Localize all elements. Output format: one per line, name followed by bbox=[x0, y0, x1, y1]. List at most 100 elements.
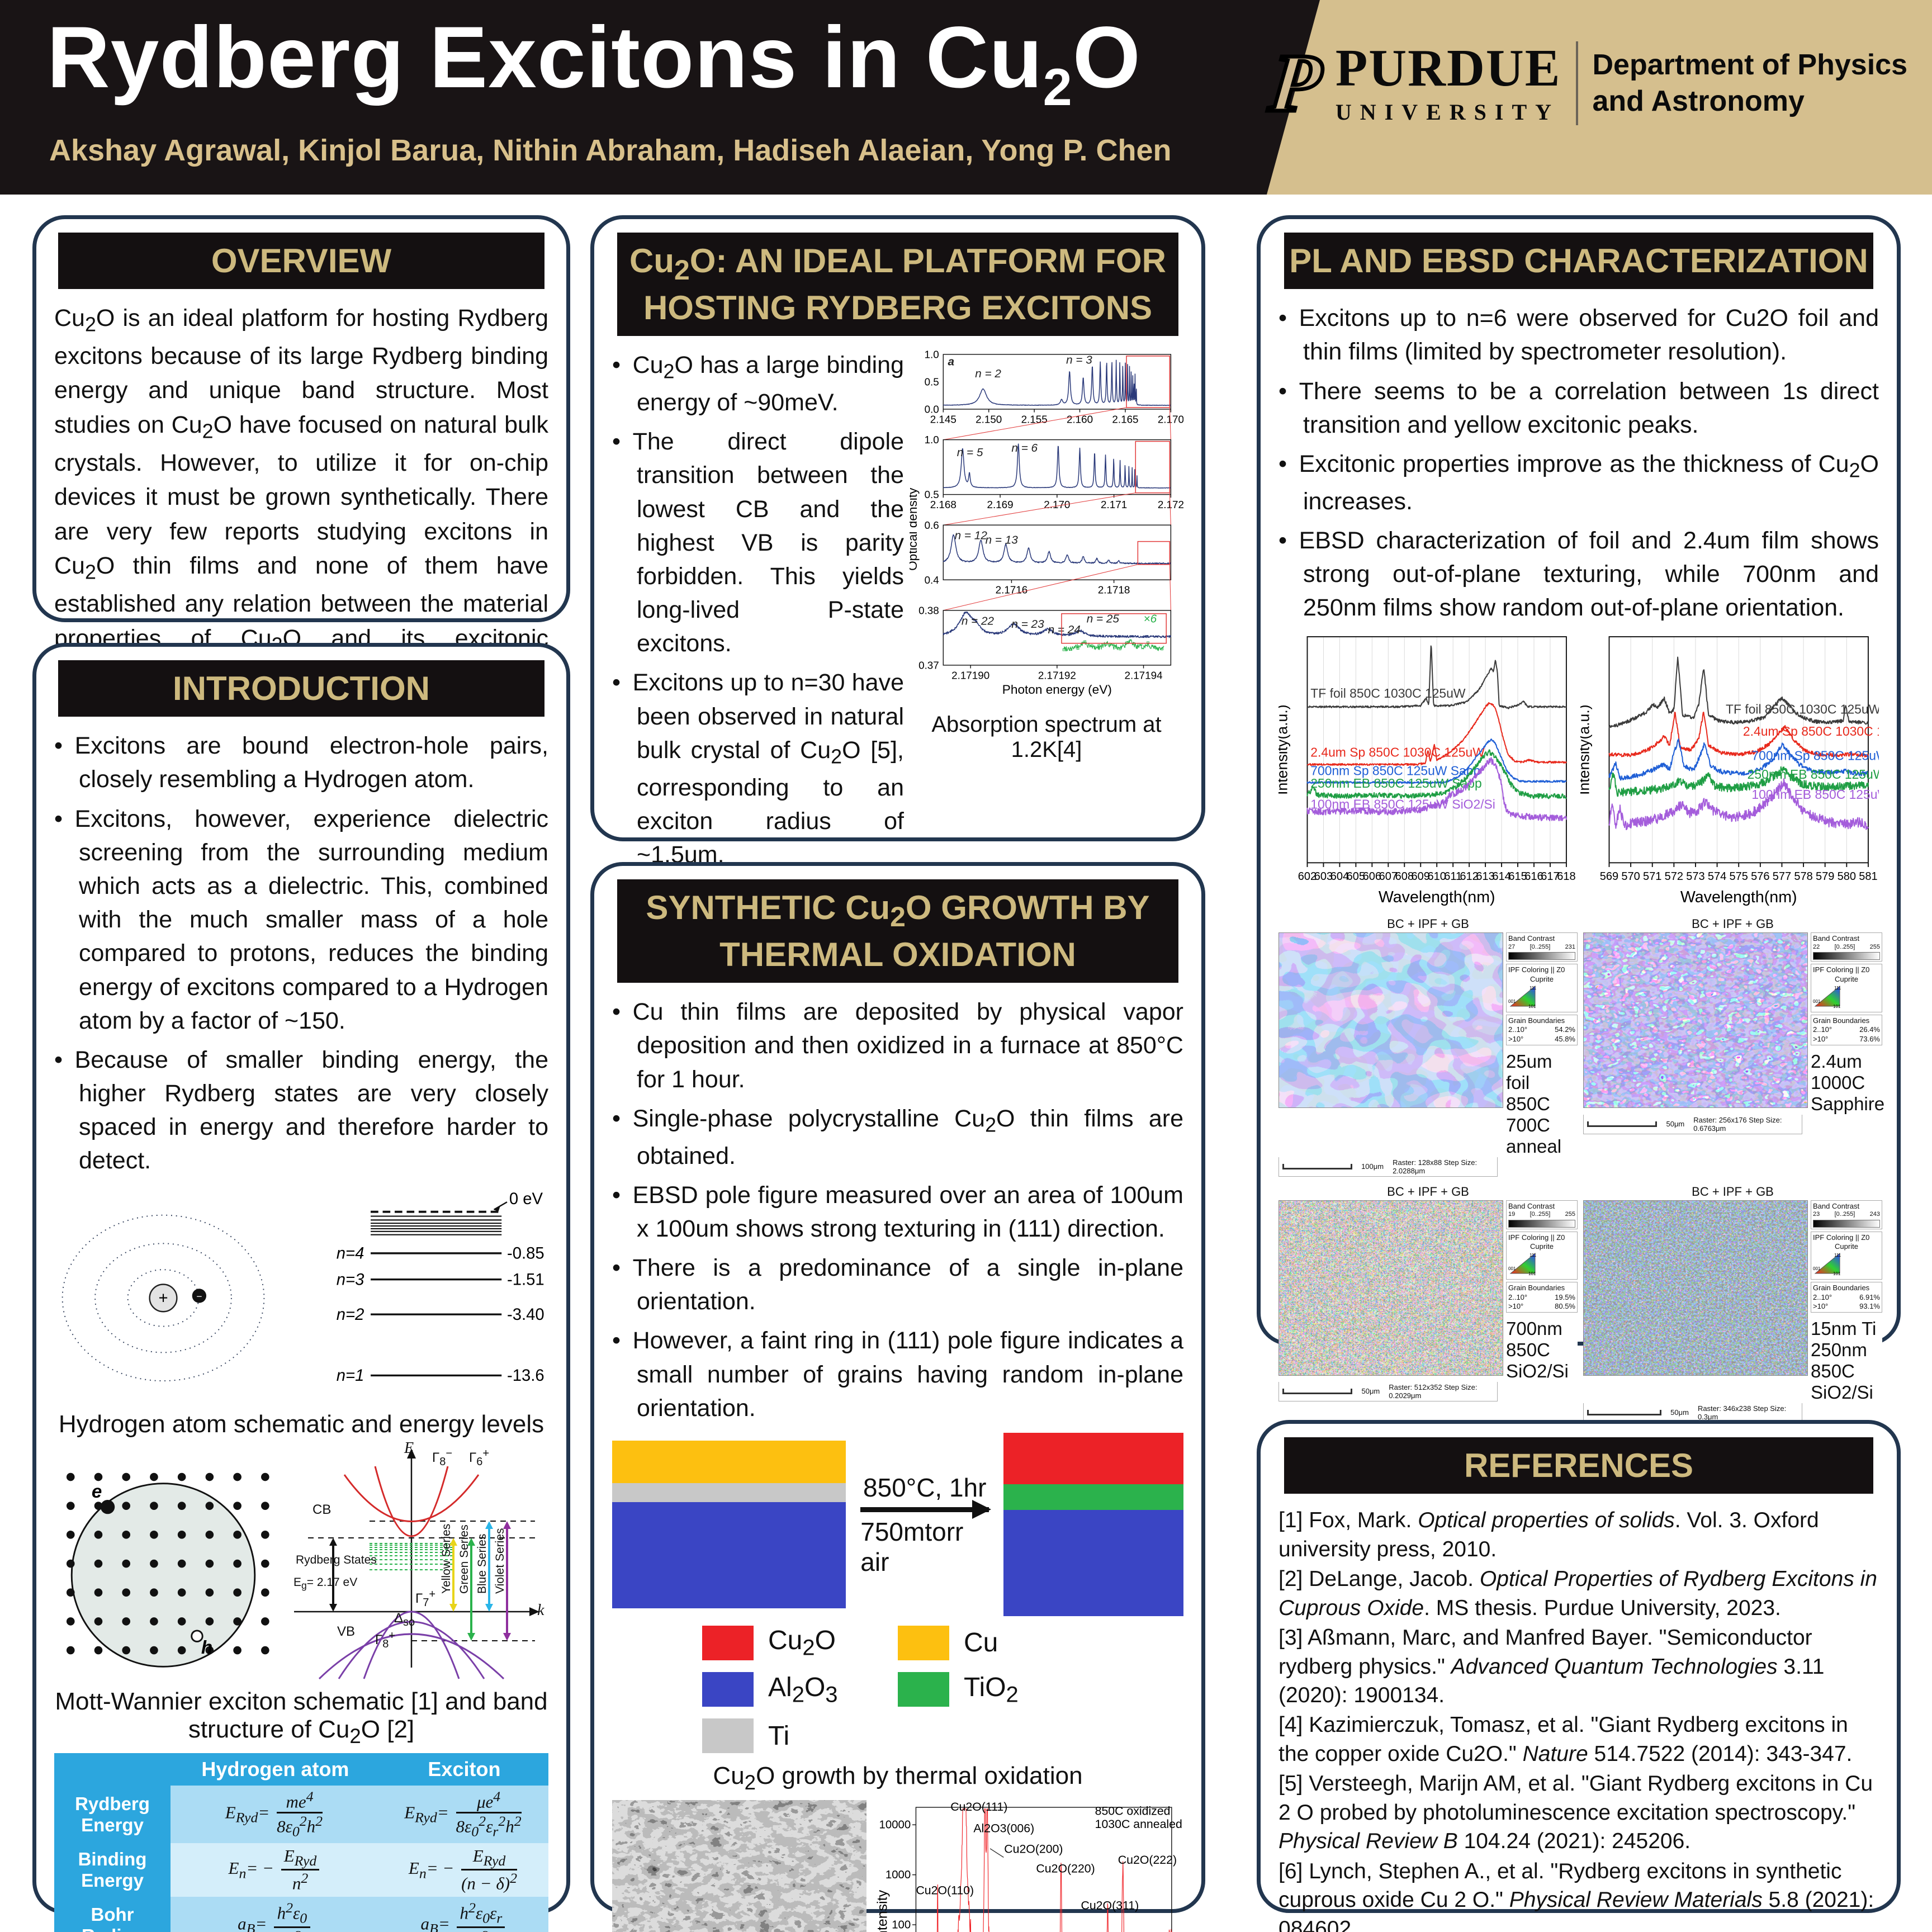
svg-text:2.155: 2.155 bbox=[1021, 414, 1048, 425]
process-arrow: 850°C, 1hr 750mtorr air bbox=[860, 1472, 992, 1577]
layers-caption: Cu2O growth by thermal oxidation bbox=[713, 1762, 1083, 1794]
bohr-h-formula: aB= h2ε0me2π bbox=[171, 1896, 380, 1932]
layers-diagram: 850°C, 1hr 750mtorr air bbox=[612, 1433, 1183, 1616]
green-series-label: Green Series bbox=[458, 1524, 471, 1594]
svg-text:581: 581 bbox=[1859, 870, 1877, 883]
svg-text:0 eV: 0 eV bbox=[509, 1190, 543, 1208]
introduction-section: INTRODUCTION Excitons are bound electron… bbox=[32, 643, 570, 1932]
svg-text:571: 571 bbox=[1643, 870, 1661, 883]
svg-text:Cu2O(200): Cu2O(200) bbox=[1004, 1843, 1063, 1856]
svg-text:2.17190: 2.17190 bbox=[951, 670, 989, 681]
svg-text:n = 5: n = 5 bbox=[957, 446, 983, 459]
svg-text:2.168: 2.168 bbox=[930, 499, 956, 510]
svg-text:572: 572 bbox=[1665, 870, 1683, 883]
cu-layer bbox=[612, 1441, 846, 1483]
svg-text:569: 569 bbox=[1600, 870, 1618, 883]
svg-text:10000: 10000 bbox=[879, 1819, 911, 1831]
arrow-icon bbox=[860, 1499, 992, 1519]
svg-text:101: 101 bbox=[1528, 1271, 1536, 1276]
legend-item: Al2O3 bbox=[702, 1672, 898, 1708]
svg-text:1.0: 1.0 bbox=[925, 434, 939, 446]
svg-text:0.0: 0.0 bbox=[925, 404, 939, 415]
svg-text:604: 604 bbox=[1330, 870, 1349, 883]
svg-text:−: − bbox=[196, 1290, 202, 1301]
ti-legend-label: Ti bbox=[768, 1721, 790, 1751]
svg-text:n = 13: n = 13 bbox=[986, 534, 1019, 547]
ipf-triangle-icon: 001 101 111 bbox=[1508, 1253, 1537, 1276]
svg-text:101: 101 bbox=[1833, 1271, 1841, 1276]
svg-text:001: 001 bbox=[1813, 1266, 1821, 1271]
svg-text:Optical density: Optical density bbox=[910, 487, 920, 571]
delta-so-label: Δso bbox=[394, 1610, 415, 1628]
svg-text:578: 578 bbox=[1794, 870, 1812, 883]
department-name: Department of Physics and Astronomy bbox=[1592, 49, 1908, 117]
svg-text:0.38: 0.38 bbox=[918, 605, 939, 617]
svg-text:612: 612 bbox=[1460, 870, 1478, 883]
row-binding-energy: Binding Energy bbox=[54, 1843, 171, 1897]
stack-before bbox=[612, 1441, 846, 1608]
arrow-bottom-label: 750mtorr air bbox=[860, 1517, 964, 1576]
binding-x-formula: En= − ERyd (n − δ)2 bbox=[380, 1843, 548, 1897]
bullet: EBSD pole figure measured over an area o… bbox=[612, 1178, 1183, 1246]
svg-text:-1.51 eV: -1.51 eV bbox=[507, 1271, 548, 1289]
pl-charts-row: 602 603 604 605 606 607 608 609 610 611 612 613 614 6… bbox=[1278, 630, 1879, 908]
svg-text:850C oxidized: 850C oxidized bbox=[1095, 1805, 1171, 1818]
svg-text:101: 101 bbox=[1528, 1004, 1536, 1008]
svg-text:e: e bbox=[92, 1481, 102, 1502]
absorption-figure: 1.0 0.5 0.0 2.145 2.150 2.155 2.160 2.165 2.170 a… bbox=[906, 348, 1184, 877]
binding-h-formula: En= − ERyd n2 bbox=[171, 1843, 380, 1897]
platform-bullets: Cu2O has a large binding energy of ~90me… bbox=[612, 348, 904, 877]
svg-text:603: 603 bbox=[1314, 870, 1333, 883]
ebsd-map-4: BC + IPF + GB Band Contrast 23 [0..255] 243… bbox=[1583, 1184, 1882, 1423]
bullet: However, a faint ring in (111) pole figu… bbox=[612, 1324, 1183, 1425]
svg-text:Cu2O(222): Cu2O(222) bbox=[1118, 1853, 1177, 1867]
tio2-swatch bbox=[898, 1672, 949, 1707]
reference: [1] Fox, Mark. Optical properties of sol… bbox=[1278, 1508, 1819, 1561]
svg-text:Photon energy (eV): Photon energy (eV) bbox=[1002, 683, 1112, 697]
reference: [4] Kazimierczuk, Tomasz, et al. "Giant … bbox=[1278, 1713, 1853, 1766]
al2o3-swatch bbox=[702, 1672, 754, 1707]
bullet: There is a predominance of a single in-p… bbox=[612, 1251, 1183, 1318]
purdue-name: PURDUE bbox=[1335, 39, 1561, 97]
svg-text:580: 580 bbox=[1838, 870, 1856, 883]
svg-text:606: 606 bbox=[1363, 870, 1381, 883]
svg-text:Al2O3(006): Al2O3(006) bbox=[973, 1822, 1034, 1835]
cu-legend-label: Cu bbox=[964, 1628, 998, 1658]
violet-series-label: Violet Series bbox=[494, 1528, 506, 1594]
svg-text:Wavelength(nm): Wavelength(nm) bbox=[1379, 888, 1495, 906]
layers-legend: Cu2O Cu Al2O3 TiO2 Ti bbox=[702, 1620, 1093, 1759]
svg-text:1000: 1000 bbox=[886, 1869, 911, 1881]
svg-text:n = 6: n = 6 bbox=[1011, 442, 1038, 454]
purdue-p-icon: P bbox=[1263, 36, 1328, 131]
rydberg-states-label: Rydberg States bbox=[296, 1553, 377, 1566]
logo-divider bbox=[1575, 41, 1578, 125]
map-title: BC + IPF + GB bbox=[1692, 1184, 1774, 1199]
table-corner bbox=[54, 1753, 171, 1786]
reference: [5] Versteegh, Marijn AM, et al. "Giant … bbox=[1278, 1772, 1873, 1854]
legend-item: TiO2 bbox=[898, 1672, 1093, 1708]
rydberg-x-formula: ERyd= μe4 8ε02εr2h2 bbox=[380, 1786, 548, 1843]
svg-text:101: 101 bbox=[1833, 1004, 1841, 1008]
hydrogen-atom-schematic: + − bbox=[61, 1214, 265, 1381]
figure1-caption: Hydrogen atom schematic and energy level… bbox=[58, 1410, 544, 1438]
svg-text:001: 001 bbox=[1813, 999, 1821, 1004]
map-title: BC + IPF + GB bbox=[1387, 917, 1469, 931]
platform-title: Cu2O: AN IDEAL PLATFORM FOR HOSTING RYDBE… bbox=[617, 233, 1178, 337]
vb-label: VB bbox=[337, 1623, 356, 1639]
gamma6-plus-label: Γ6+ bbox=[469, 1447, 490, 1468]
svg-text:250nm EB 850C 125uW Sapp: 250nm EB 850C 125uW Sapp bbox=[1310, 776, 1481, 791]
ipf-triangle-icon: 001 101 111 bbox=[1508, 985, 1537, 1009]
svg-text:2.17192: 2.17192 bbox=[1038, 670, 1076, 681]
reference: [3] Aßmann, Marc, and Manfred Bayer. "Se… bbox=[1278, 1626, 1825, 1707]
rydberg-h-formula: ERyd= me4 8ε02h2 bbox=[171, 1786, 380, 1843]
tio2-legend-label: TiO2 bbox=[964, 1672, 1019, 1707]
svg-text:2.170: 2.170 bbox=[1158, 414, 1183, 425]
svg-text:Cu2O(220): Cu2O(220) bbox=[1036, 1862, 1095, 1876]
introduction-title: INTRODUCTION bbox=[58, 660, 544, 717]
bullet: Cu thin films are deposited by physical … bbox=[612, 995, 1183, 1096]
purdue-logo: P PURDUE UNIVERSITY Department of Physic… bbox=[1263, 36, 1908, 131]
ebsd-map-image bbox=[1278, 1200, 1503, 1376]
ebsd-map-image bbox=[1583, 932, 1808, 1109]
gamma8-minus-label: Γ8− bbox=[432, 1447, 453, 1468]
cu2o-legend-label: Cu2O bbox=[768, 1626, 836, 1660]
